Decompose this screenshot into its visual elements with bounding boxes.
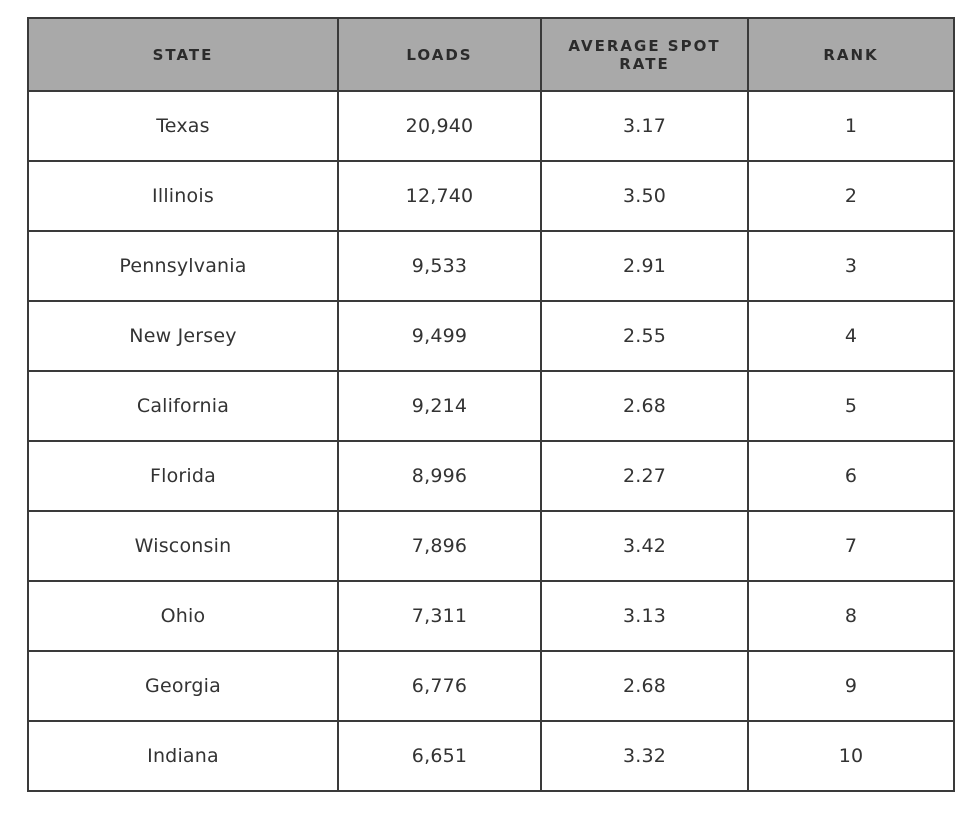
table-row: Indiana 6,651 3.32 10 — [27, 720, 955, 792]
table-cell: Indiana — [27, 720, 339, 792]
table-cell: 2.55 — [540, 300, 749, 372]
table-cell: 3.17 — [540, 90, 749, 162]
table-cell: 9,214 — [337, 370, 542, 442]
table-row: Pennsylvania 9,533 2.91 3 — [27, 230, 955, 302]
table-row: New Jersey 9,499 2.55 4 — [27, 300, 955, 372]
table-cell: 9,533 — [337, 230, 542, 302]
table-cell: 2.91 — [540, 230, 749, 302]
table-cell: 8 — [747, 580, 955, 652]
table-cell: 3.42 — [540, 510, 749, 582]
table-cell: 6,651 — [337, 720, 542, 792]
table-cell: 3.32 — [540, 720, 749, 792]
table-cell: 8,996 — [337, 440, 542, 512]
table-row: Georgia 6,776 2.68 9 — [27, 650, 955, 722]
table-cell: Wisconsin — [27, 510, 339, 582]
table-cell: 2 — [747, 160, 955, 232]
table-cell: New Jersey — [27, 300, 339, 372]
table-header-row: STATE LOADS AVERAGE SPOT RATE RANK — [27, 17, 955, 92]
table-cell: 12,740 — [337, 160, 542, 232]
table-cell: 7,896 — [337, 510, 542, 582]
table-cell: Pennsylvania — [27, 230, 339, 302]
table-row: Ohio 7,311 3.13 8 — [27, 580, 955, 652]
table-cell: 20,940 — [337, 90, 542, 162]
table-cell: 3 — [747, 230, 955, 302]
table-cell: 4 — [747, 300, 955, 372]
table-cell: Ohio — [27, 580, 339, 652]
table-row: Texas 20,940 3.17 1 — [27, 90, 955, 162]
table-cell: 6 — [747, 440, 955, 512]
table-cell: 2.27 — [540, 440, 749, 512]
table-cell: 7,311 — [337, 580, 542, 652]
table-cell: 9,499 — [337, 300, 542, 372]
table-row: Florida 8,996 2.27 6 — [27, 440, 955, 512]
table-cell: Illinois — [27, 160, 339, 232]
table-cell: 1 — [747, 90, 955, 162]
column-header-rank: RANK — [747, 17, 955, 92]
table-cell: 3.13 — [540, 580, 749, 652]
column-header-state: STATE — [27, 17, 339, 92]
table-cell: California — [27, 370, 339, 442]
table-cell: 3.50 — [540, 160, 749, 232]
column-header-loads: LOADS — [337, 17, 542, 92]
table-cell: 10 — [747, 720, 955, 792]
table-cell: 2.68 — [540, 650, 749, 722]
table-row: California 9,214 2.68 5 — [27, 370, 955, 442]
table-cell: Georgia — [27, 650, 339, 722]
table-cell: 9 — [747, 650, 955, 722]
table-cell: Florida — [27, 440, 339, 512]
table-cell: 6,776 — [337, 650, 542, 722]
column-header-average-spot-rate: AVERAGE SPOT RATE — [540, 17, 749, 92]
table-cell: 7 — [747, 510, 955, 582]
table-row: Wisconsin 7,896 3.42 7 — [27, 510, 955, 582]
state-loads-spot-rate-table: STATE LOADS AVERAGE SPOT RATE RANK Texas 20,… — [27, 17, 955, 792]
table-row: Illinois 12,740 3.50 2 — [27, 160, 955, 232]
table-cell: 5 — [747, 370, 955, 442]
table-cell: 2.68 — [540, 370, 749, 442]
table-cell: Texas — [27, 90, 339, 162]
